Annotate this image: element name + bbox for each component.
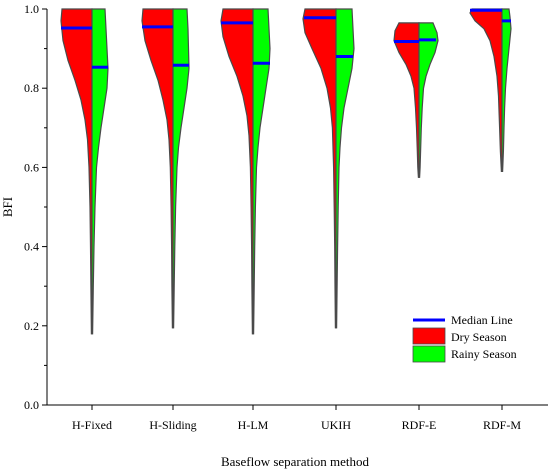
legend-rainy-label: Rainy Season [451,347,517,361]
legend: Median Line Dry Season Rainy Season [412,313,517,363]
violin-rainy-half [172,8,190,329]
x-tick-label: RDF-M [483,418,521,432]
violin-group [302,8,355,329]
y-tick-label: 1.0 [24,2,39,16]
violin-group [469,8,512,172]
violin-rainy-half [335,8,355,329]
y-tick-label: 0.2 [24,319,39,333]
violin-group [393,22,439,178]
legend-dry-swatch [412,327,446,345]
x-tick-label: UKIH [321,418,351,432]
violin-group [141,8,190,329]
x-axis-title: Baseflow separation method [221,454,370,469]
violin-dry-half [302,8,337,329]
violin-dry-half [393,22,420,178]
x-tick-label: H-Fixed [72,418,112,432]
violin-dry-half [141,8,174,329]
violin-rainy-half [91,8,109,335]
y-tick-label: 0.0 [24,398,39,412]
y-axis-title: BFI [0,197,15,217]
violin-dry-half [469,8,503,172]
plot-layer [60,8,512,335]
violin-dry-half [220,8,254,335]
x-tick-label: H-LM [238,418,269,432]
x-tick-label: H-Sliding [149,418,196,432]
axis-layer: 0.0 0.2 0.4 0.6 0.8 1.0 H-Fixed H-Sliding H-LM UK… [24,2,548,432]
y-tick-label: 0.6 [24,160,39,174]
legend-median-label: Median Line [451,313,513,327]
violin-group [220,8,271,335]
violin-group [60,8,109,335]
violin-rainy-half [252,8,271,335]
y-tick-label: 0.4 [24,240,39,254]
legend-dry-label: Dry Season [451,330,507,344]
violin-rainy-half [418,22,439,178]
violin-dry-half [60,8,93,335]
x-tick-label: RDF-E [402,418,437,432]
legend-rainy-swatch [412,345,446,363]
violin-rainy-half [501,8,512,172]
y-tick-label: 0.8 [24,81,39,95]
